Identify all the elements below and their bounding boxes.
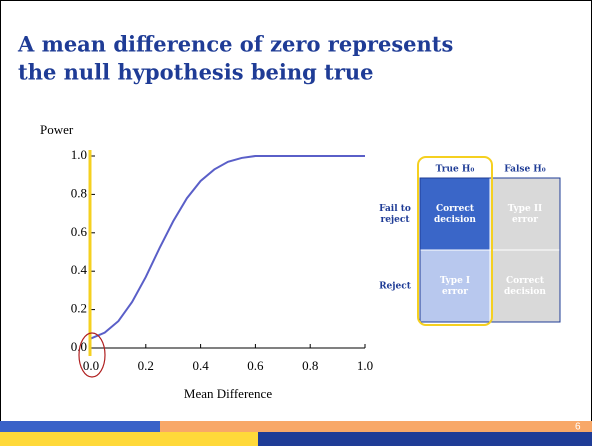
table-cell — [489, 177, 561, 251]
table-cell — [489, 249, 561, 323]
row-label: reject — [380, 215, 410, 225]
column-header: False H₀ — [504, 165, 546, 175]
column-header: True H₀ — [436, 165, 475, 175]
cell-text: error — [442, 287, 468, 297]
chart: 0.0 0.2 0.4 0.6 0.8 1.0 0.0 0.2 0.4 0.6 0.8 1.0 Powe… — [40, 122, 373, 401]
x-tick-label: 0.0 — [83, 358, 99, 373]
cell-text: Type I — [440, 276, 470, 286]
y-tick-label: 0.8 — [71, 185, 87, 200]
footer-bar — [0, 432, 258, 446]
x-tick-label: 1.0 — [357, 358, 373, 373]
cell-text: decision — [434, 215, 476, 225]
x-tick-label: 0.8 — [302, 358, 318, 373]
table-cell — [419, 249, 491, 323]
power-curve — [90, 155, 365, 340]
y-tick-label: 0.0 — [71, 339, 87, 354]
cell-text: Correct — [436, 204, 475, 214]
footer-bar — [258, 432, 592, 446]
y-tick-label: 1.0 — [71, 147, 87, 162]
y-tick-label: 0.6 — [71, 224, 88, 239]
title-line: the null hypothesis being true — [18, 60, 374, 85]
y-tick-label: 0.2 — [71, 301, 87, 316]
page-number: 6 — [575, 422, 581, 433]
x-tick-label: 0.2 — [138, 358, 154, 373]
y-tick-label: 0.4 — [71, 262, 88, 277]
x-tick-label: 0.4 — [192, 358, 209, 373]
title-line: A mean difference of zero represents — [17, 32, 453, 57]
x-axis-label: Mean Difference — [184, 386, 272, 401]
cell-text: Type II — [508, 204, 543, 214]
row-label: Reject — [379, 282, 412, 292]
x-tick-label: 0.6 — [247, 358, 264, 373]
cell-text: Correct — [506, 276, 545, 286]
y-axis-label: Power — [40, 122, 74, 137]
footer-bar — [160, 421, 592, 432]
highlight-circle — [78, 332, 106, 378]
table-cell — [419, 177, 491, 251]
footer-bar — [0, 421, 160, 432]
cell-text: error — [512, 215, 538, 225]
cell-text: decision — [504, 287, 546, 297]
highlight-box — [417, 156, 493, 326]
row-label: Fail to — [379, 204, 411, 214]
